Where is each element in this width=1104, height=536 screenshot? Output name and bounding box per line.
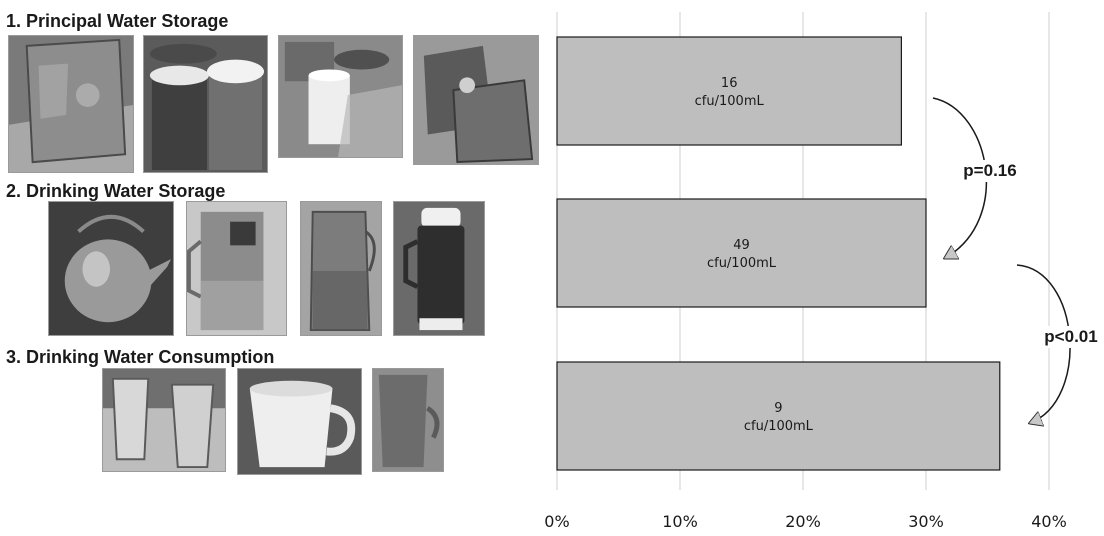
bar-count-label: 9: [774, 401, 782, 416]
section-title-principal-storage: 1. Principal Water Storage: [6, 11, 229, 31]
plastic-bins-photo: [143, 35, 268, 173]
glasses-photo: [102, 368, 226, 472]
x-tick-label: 0%: [544, 512, 569, 531]
bar: [556, 198, 927, 308]
pitcher-photo: [186, 201, 287, 336]
kettle-photo: [48, 201, 174, 336]
bar-unit-label: cfu/100mL: [744, 419, 814, 434]
buckets-photo: [278, 35, 403, 158]
thermos-photo: [393, 201, 485, 336]
cup-photo: [372, 368, 444, 472]
chart-bar-labels: 16 cfu/100mL 49 cfu/100mL 9 cfu/100mL: [695, 76, 814, 434]
section-title-drinking-consumption: 3. Drinking Water Consumption: [6, 347, 275, 367]
bar: [556, 361, 1001, 471]
p-value-label-bg: [1035, 326, 1104, 348]
jerrycans-photo: [413, 35, 539, 165]
mug-photo: [237, 368, 362, 475]
x-tick-label: 10%: [662, 512, 698, 531]
glass-jar-photo: [300, 201, 382, 336]
p-value-label-bg: [954, 160, 1026, 182]
barrel-container-photo: [8, 35, 134, 173]
bar: [556, 36, 902, 146]
p-value-label: p=0.16: [963, 161, 1016, 180]
bar-unit-label: cfu/100mL: [695, 94, 765, 109]
chart-x-axis: 0% 10% 20% 30% 40%: [544, 512, 1066, 531]
p-value-label: p<0.01: [1044, 327, 1097, 346]
bar-count-label: 49: [733, 238, 750, 253]
bar-unit-label: cfu/100mL: [707, 256, 777, 271]
x-tick-label: 20%: [785, 512, 821, 531]
chart-annotations: p=0.16 p<0.01: [932, 97, 1104, 423]
section-title-drinking-storage: 2. Drinking Water Storage: [6, 181, 226, 201]
bar-count-label: 16: [721, 76, 738, 91]
chart-bars: [556, 36, 1001, 471]
x-tick-label: 30%: [908, 512, 944, 531]
x-tick-label: 40%: [1031, 512, 1067, 531]
